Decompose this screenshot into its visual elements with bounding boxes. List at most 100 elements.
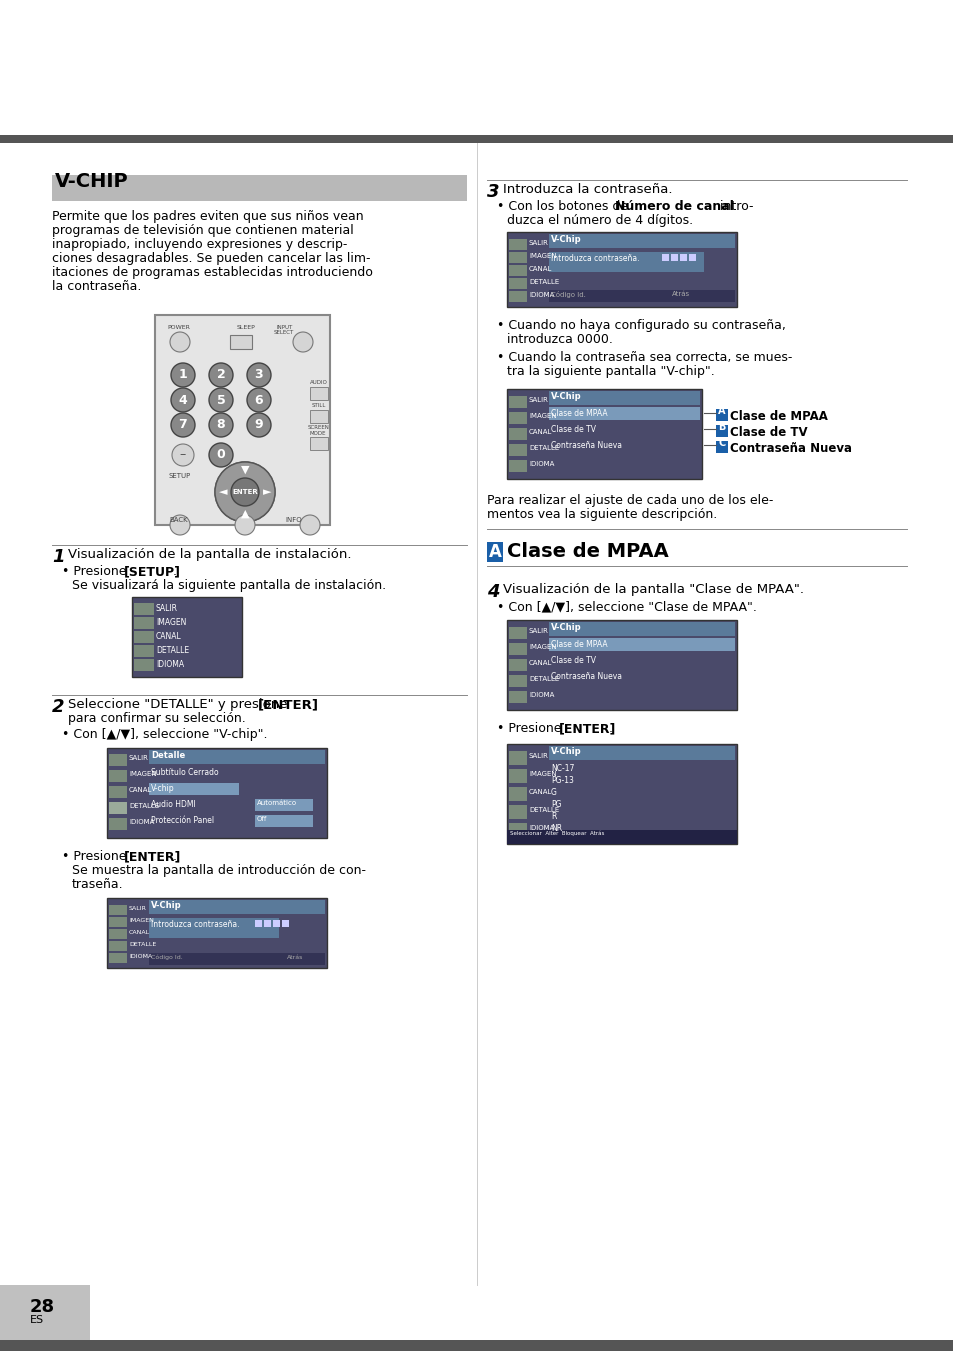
- Text: 4: 4: [486, 584, 499, 601]
- Text: R: R: [551, 812, 556, 821]
- Text: [ENTER]: [ENTER]: [257, 698, 318, 711]
- Text: Clase de TV: Clase de TV: [729, 426, 807, 439]
- Text: Atrás: Atrás: [287, 955, 303, 961]
- Bar: [132, 597, 242, 677]
- Text: SALIR: SALIR: [529, 240, 548, 246]
- Text: Contraseña Nueva: Contraseña Nueva: [729, 442, 851, 455]
- Text: IMAGEN: IMAGEN: [529, 644, 556, 650]
- Bar: [548, 621, 734, 636]
- Bar: [509, 428, 526, 440]
- Text: CANAL: CANAL: [129, 788, 152, 793]
- Bar: [109, 817, 127, 830]
- Text: CANAL: CANAL: [529, 789, 552, 794]
- Text: Subtítulo Cerrado: Subtítulo Cerrado: [151, 767, 218, 777]
- Circle shape: [171, 388, 194, 412]
- Bar: [716, 440, 727, 453]
- Bar: [310, 386, 328, 400]
- Bar: [0, 135, 953, 143]
- Bar: [133, 603, 153, 615]
- Bar: [509, 396, 526, 408]
- Text: Número de canal: Número de canal: [615, 200, 733, 213]
- Text: V-CHIP: V-CHIP: [55, 172, 129, 190]
- Bar: [661, 254, 668, 261]
- Text: Protección Panel: Protección Panel: [151, 816, 213, 825]
- Bar: [133, 617, 153, 630]
- Text: traseña.: traseña.: [71, 878, 124, 892]
- Bar: [509, 278, 526, 289]
- Text: Clase de MPAA: Clase de MPAA: [506, 542, 668, 561]
- Bar: [109, 905, 127, 915]
- Bar: [107, 898, 327, 969]
- Circle shape: [172, 444, 193, 466]
- Bar: [133, 659, 153, 671]
- Text: • Con los botones de: • Con los botones de: [497, 200, 632, 213]
- Bar: [679, 254, 686, 261]
- Circle shape: [234, 515, 254, 535]
- Text: • Con [▲/▼], seleccione "V-chip".: • Con [▲/▼], seleccione "V-chip".: [62, 728, 267, 740]
- Bar: [254, 798, 313, 811]
- Bar: [230, 335, 252, 349]
- Text: Clase de MPAA: Clase de MPAA: [729, 409, 827, 423]
- Text: 9: 9: [254, 419, 263, 431]
- Text: • Presione: • Presione: [62, 565, 131, 578]
- Text: CANAL: CANAL: [129, 929, 150, 935]
- Text: IDIOMA: IDIOMA: [529, 825, 554, 831]
- Text: ▼: ▼: [240, 465, 249, 476]
- Text: la contraseña.: la contraseña.: [52, 280, 141, 293]
- Text: Contraseña Nueva: Contraseña Nueva: [551, 440, 621, 450]
- Bar: [133, 631, 153, 643]
- Text: Visualización de la pantalla "Clase de MPAA".: Visualización de la pantalla "Clase de M…: [502, 584, 803, 596]
- Text: intro-: intro-: [716, 200, 753, 213]
- Text: Seleccione "DETALLE" y presione: Seleccione "DETALLE" y presione: [68, 698, 292, 711]
- Text: IDIOMA: IDIOMA: [529, 461, 554, 467]
- Bar: [109, 917, 127, 927]
- Circle shape: [214, 462, 274, 521]
- Text: V-chip: V-chip: [151, 784, 174, 793]
- Text: STILL: STILL: [312, 403, 326, 408]
- Text: Clase de MPAA: Clase de MPAA: [551, 640, 607, 648]
- Text: INPUT: INPUT: [276, 326, 293, 330]
- Bar: [109, 802, 127, 815]
- Bar: [149, 917, 278, 938]
- Bar: [509, 412, 526, 424]
- Text: .: .: [172, 565, 177, 578]
- Bar: [509, 239, 526, 250]
- Bar: [149, 952, 325, 965]
- Text: Clase de MPAA: Clase de MPAA: [551, 409, 607, 417]
- Text: 2: 2: [52, 698, 65, 716]
- Text: SALIR: SALIR: [129, 755, 149, 761]
- Text: Seleccionar  Alter  Bloquear  Atrás: Seleccionar Alter Bloquear Atrás: [510, 831, 604, 836]
- Text: V-Chip: V-Chip: [151, 901, 181, 911]
- Text: 0: 0: [216, 449, 225, 462]
- Text: 5: 5: [216, 393, 225, 407]
- Bar: [509, 459, 526, 471]
- Text: Audio HDMI: Audio HDMI: [151, 800, 195, 809]
- Bar: [509, 676, 526, 688]
- Text: [ENTER]: [ENTER]: [558, 721, 616, 735]
- Bar: [310, 436, 328, 450]
- Text: DETALLE: DETALLE: [129, 942, 156, 947]
- Circle shape: [170, 332, 190, 353]
- Text: • Cuando no haya configurado su contraseña,: • Cuando no haya configurado su contrase…: [497, 319, 785, 332]
- Bar: [107, 748, 327, 838]
- Circle shape: [247, 388, 271, 412]
- Text: duzca el número de 4 dígitos.: duzca el número de 4 dígitos.: [506, 213, 693, 227]
- Bar: [310, 409, 328, 423]
- Bar: [506, 620, 737, 711]
- Text: 8: 8: [216, 419, 225, 431]
- Circle shape: [293, 332, 313, 353]
- Text: Introduzca la contraseña.: Introduzca la contraseña.: [502, 182, 672, 196]
- Bar: [509, 751, 526, 765]
- Bar: [548, 638, 734, 651]
- Bar: [109, 754, 127, 766]
- Bar: [109, 770, 127, 782]
- Circle shape: [299, 515, 319, 535]
- Bar: [149, 900, 325, 915]
- Text: [ENTER]: [ENTER]: [124, 850, 181, 863]
- Bar: [52, 176, 467, 201]
- Bar: [548, 234, 734, 249]
- Text: –: –: [180, 449, 186, 462]
- Text: 4: 4: [178, 393, 187, 407]
- Text: • Con [▲/▼], seleccione "Clase de MPAA".: • Con [▲/▼], seleccione "Clase de MPAA".: [497, 600, 756, 613]
- Bar: [688, 254, 696, 261]
